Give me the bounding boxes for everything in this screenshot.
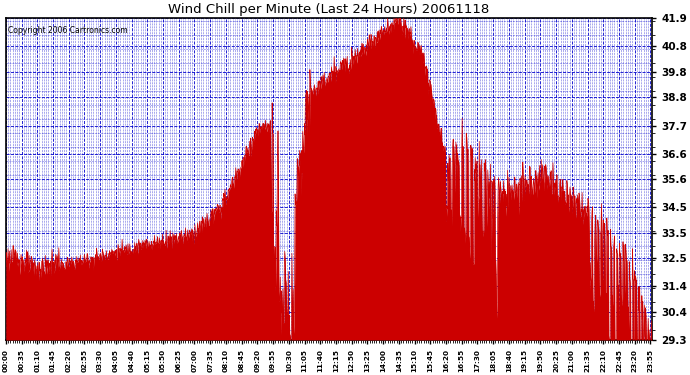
Text: Copyright 2006 Cartronics.com: Copyright 2006 Cartronics.com xyxy=(8,26,128,35)
Title: Wind Chill per Minute (Last 24 Hours) 20061118: Wind Chill per Minute (Last 24 Hours) 20… xyxy=(168,3,490,16)
